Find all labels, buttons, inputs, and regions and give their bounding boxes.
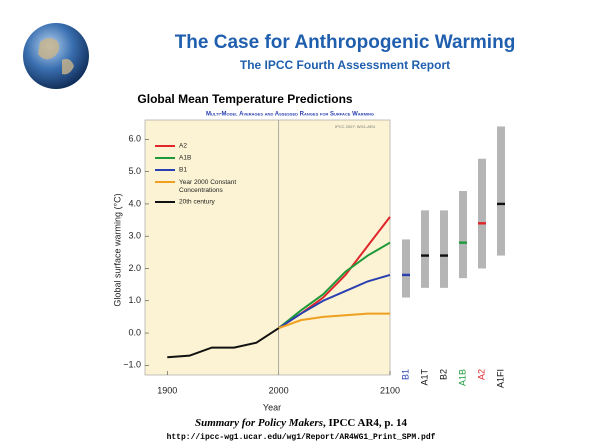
series-line bbox=[167, 327, 280, 359]
range-label: A1T bbox=[419, 369, 429, 386]
range-label: A2 bbox=[476, 369, 486, 380]
x-tick-label: 1900 bbox=[157, 385, 177, 395]
chart-subtitle: Multi-Model Averages and Assessed Ranges… bbox=[206, 112, 374, 118]
legend-label: Year 2000 Constant Concentrations bbox=[179, 179, 236, 194]
plot-area bbox=[144, 119, 391, 376]
globe-land bbox=[38, 38, 74, 75]
best-estimate bbox=[478, 222, 486, 225]
range-bar bbox=[440, 210, 448, 288]
range-bar bbox=[459, 191, 467, 279]
chart-title: Global Mean Temperature Predictions bbox=[137, 92, 352, 106]
credit: IPCC 2007: WG1-AR4 bbox=[335, 124, 376, 129]
x-axis-label: Year bbox=[263, 402, 281, 412]
legend-label: A2 bbox=[179, 143, 187, 150]
y-tick-label: 0.0 bbox=[128, 327, 141, 337]
legend-label: B1 bbox=[179, 167, 187, 174]
legend-label: A1B bbox=[179, 155, 191, 162]
caption-rest: , IPCC AR4, p. 14 bbox=[323, 417, 408, 429]
y-tick-label: 1.0 bbox=[128, 295, 141, 305]
caption: Summary for Policy Makers, IPCC AR4, p. … bbox=[195, 417, 408, 429]
chart: −1.0 0.0 1.0 2.0 3.0 4.0 5.0 6.0 1900 2000 2100 A2 A… bbox=[123, 120, 505, 395]
best-estimate bbox=[459, 241, 467, 244]
y-tick-label: 3.0 bbox=[128, 231, 141, 241]
x-tick-label: 2000 bbox=[269, 385, 289, 395]
best-estimate bbox=[421, 254, 429, 257]
range-bar bbox=[478, 158, 486, 269]
best-estimate bbox=[497, 202, 505, 206]
range-bar bbox=[421, 210, 429, 288]
series-line bbox=[278, 273, 391, 330]
y-tick-label: 5.0 bbox=[128, 166, 141, 176]
series-line bbox=[278, 312, 390, 330]
range-label: B2 bbox=[438, 369, 448, 380]
range-label: A1FI bbox=[495, 369, 505, 388]
range-label: A1B bbox=[457, 369, 467, 386]
y-tick-label: 6.0 bbox=[128, 134, 141, 144]
range-bar bbox=[497, 126, 505, 256]
y-tick-label: 2.0 bbox=[128, 263, 141, 273]
globe-icon bbox=[23, 23, 89, 89]
range-bar bbox=[402, 239, 410, 298]
best-estimate bbox=[402, 273, 410, 277]
caption-italic: Summary for Policy Makers bbox=[195, 417, 323, 429]
y-tick-label: −1.0 bbox=[123, 360, 141, 370]
range-label: B1 bbox=[400, 369, 410, 380]
legend-label: 20th century bbox=[179, 199, 216, 206]
x-tick-label: 2100 bbox=[380, 385, 400, 395]
url: http://ipcc-wg1.ucar.edu/wg1/Report/AR4W… bbox=[167, 433, 436, 442]
slide-title: The Case for Anthropogenic Warming bbox=[175, 32, 516, 53]
best-estimate bbox=[440, 254, 448, 257]
series-line bbox=[278, 241, 391, 329]
y-tick-label: 4.0 bbox=[128, 198, 141, 208]
y-axis-label: Global surface warming (°C) bbox=[112, 193, 122, 306]
slide-subtitle: The IPCC Fourth Assessment Report bbox=[240, 58, 450, 72]
